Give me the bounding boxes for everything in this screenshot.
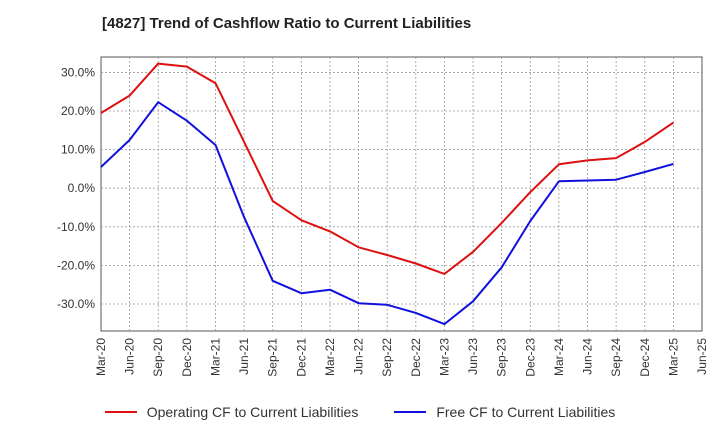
series-line-operating-cf [100,62,674,275]
x-tick-label: Sep-22 [380,338,394,377]
x-tick-label: Sep-21 [266,338,280,377]
x-tick-label: Jun-22 [352,338,366,375]
x-tick-label: Dec-21 [294,338,308,377]
y-tick-label: -10.0% [57,220,95,234]
x-tick-label: Sep-23 [495,338,509,377]
legend-item-free-cf: Free CF to Current Liabilities [394,404,615,420]
x-tick-label: Jun-20 [123,338,137,375]
legend-swatch-free-cf [394,411,427,413]
x-tick-label: Dec-22 [409,338,423,377]
x-tick-label: Mar-22 [323,338,337,376]
x-tick-label: Jun-25 [695,338,709,375]
x-tick-label: Dec-23 [523,338,537,377]
plot-area [100,56,703,332]
x-tick-label: Dec-24 [638,338,652,377]
x-tick-label: Jun-24 [581,338,595,375]
y-tick-label: 20.0% [61,104,95,118]
x-tick-label: Mar-23 [437,338,451,376]
x-tick-label: Mar-24 [552,338,566,376]
x-tick-label: Sep-20 [151,338,165,377]
legend-item-operating-cf: Operating CF to Current Liabilities [104,404,359,420]
x-tick-label: Mar-25 [666,338,680,376]
chart-title: [4827] Trend of Cashflow Ratio to Curren… [102,15,472,32]
legend: Operating CF to Current Liabilities Free… [0,404,720,420]
y-tick-label: -20.0% [57,258,95,272]
x-tick-label: Dec-20 [180,338,194,377]
y-tick-label: -30.0% [57,297,95,311]
legend-swatch-operating-cf [104,411,137,413]
legend-label-operating-cf: Operating CF to Current Liabilities [146,404,359,420]
x-tick-label: Mar-21 [208,338,222,376]
y-tick-label: 0.0% [68,181,96,195]
y-tick-label: 30.0% [61,65,95,79]
y-tick-label: 10.0% [61,143,95,157]
legend-label-free-cf: Free CF to Current Liabilities [436,404,616,420]
x-tick-label: Jun-21 [237,338,251,375]
x-tick-label: Sep-24 [609,338,623,377]
x-tick-label: Mar-20 [94,338,108,376]
series-line-free-cf [100,101,674,326]
x-tick-label: Jun-23 [466,338,480,375]
